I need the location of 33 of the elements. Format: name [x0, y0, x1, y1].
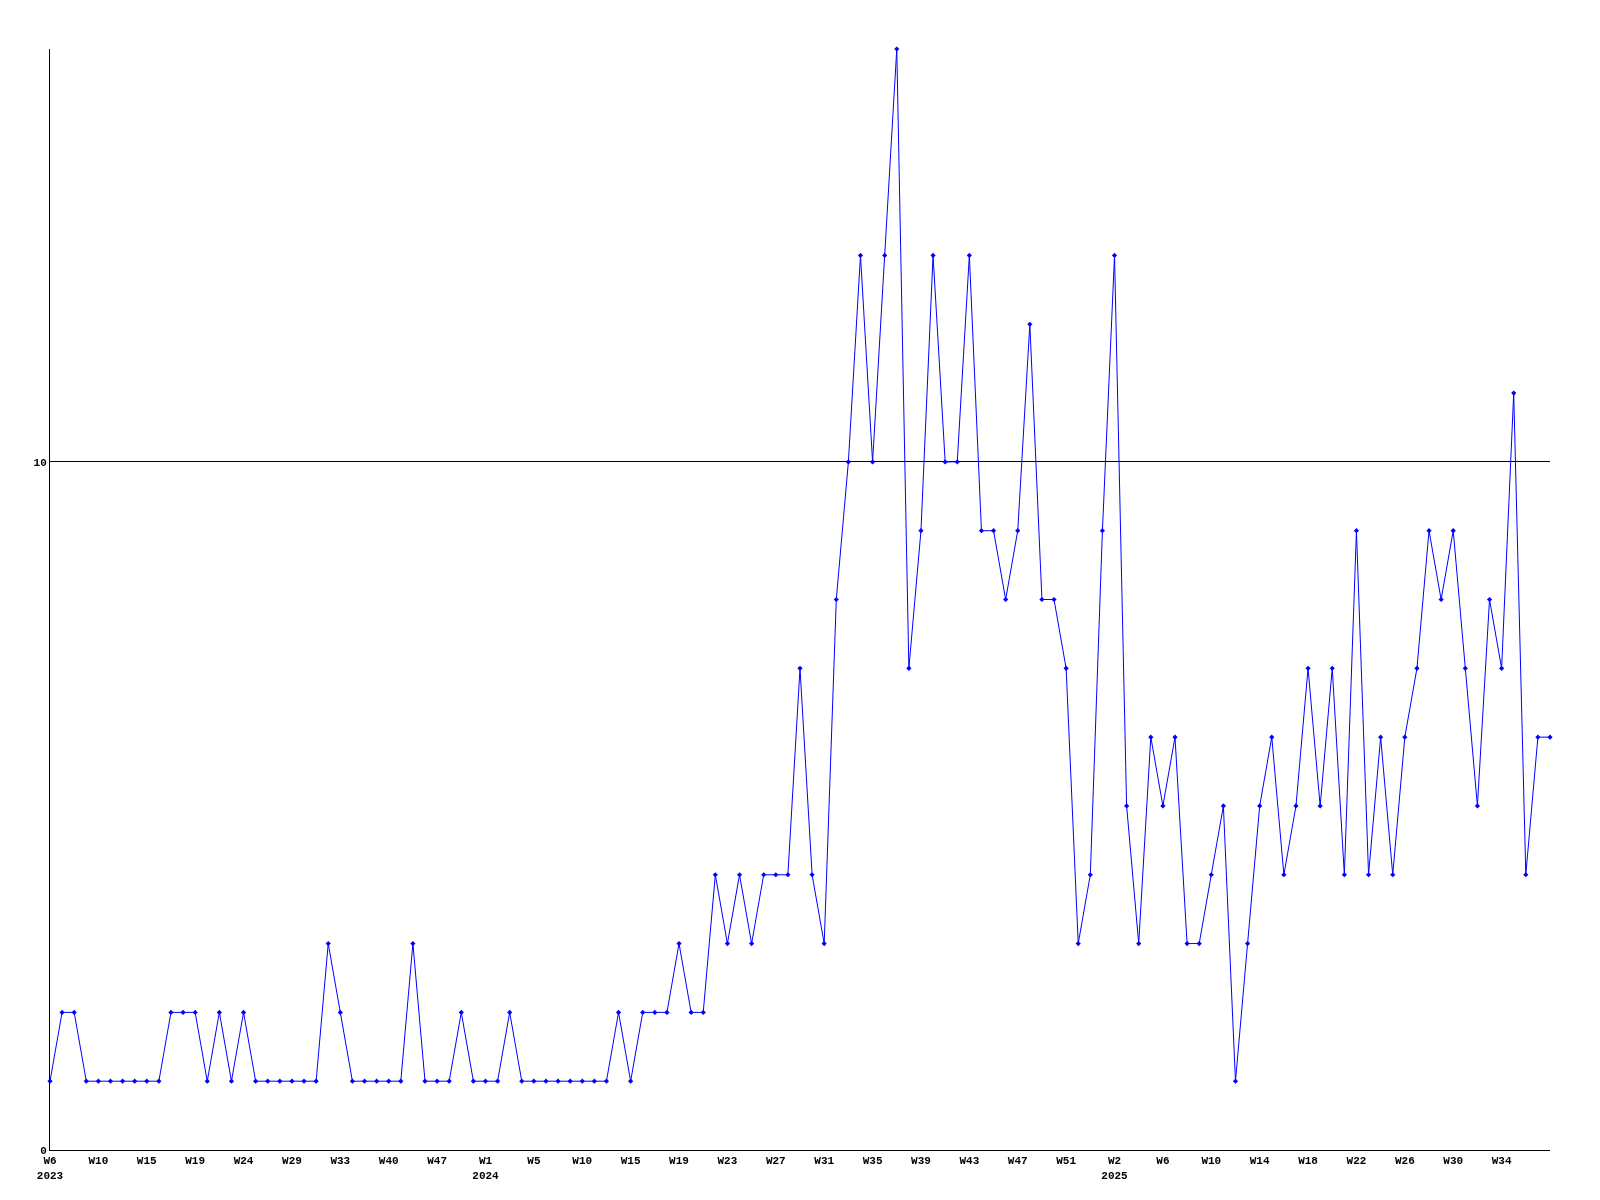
x-tick-label: W2 2025 — [1101, 1155, 1129, 1182]
x-tick-label: W40 — [378, 1155, 399, 1168]
x-tick-label: W14 — [1249, 1155, 1270, 1168]
x-tick-label: W33 — [330, 1155, 351, 1168]
x-tick-label: W34 — [1491, 1155, 1512, 1168]
x-tick-label: W10 — [572, 1155, 593, 1168]
x-tick-label: W10 — [1201, 1155, 1222, 1168]
x-tick-label: W47 — [427, 1155, 448, 1168]
x-tick-label: W43 — [959, 1155, 980, 1168]
x-tick-label: W10 — [88, 1155, 109, 1168]
x-tick-label: W18 — [1298, 1155, 1319, 1168]
x-tick-label: W24 — [233, 1155, 254, 1168]
x-tick-label: W19 — [185, 1155, 206, 1168]
x-tick-label: W15 — [620, 1155, 641, 1168]
x-tick-label: W5 — [527, 1155, 541, 1168]
x-tick-label: W26 — [1394, 1155, 1415, 1168]
x-tick-label: W6 — [1156, 1155, 1170, 1168]
x-tick-label: W47 — [1007, 1155, 1028, 1168]
x-tick-label: W39 — [911, 1155, 931, 1168]
x-tick-label: W15 — [136, 1155, 158, 1168]
x-tick-label: W30 — [1443, 1155, 1464, 1168]
x-tick-label: W31 — [814, 1155, 835, 1168]
x-tick-label: W19 — [669, 1155, 689, 1168]
x-tick-label: W23 — [717, 1155, 738, 1168]
x-tick-label: W35 — [862, 1155, 883, 1168]
y-tick-label: 0 — [40, 1144, 47, 1157]
x-tick-label: W22 — [1346, 1155, 1367, 1168]
x-tick-label: W1 2024 — [472, 1155, 500, 1182]
x-tick-label: W51 — [1056, 1155, 1077, 1168]
y-tick-label: 10 — [33, 456, 47, 469]
x-tick-label: W6 2023 — [36, 1155, 64, 1182]
x-tick-label: W27 — [765, 1155, 786, 1168]
x-tick-label: W29 — [282, 1155, 302, 1168]
